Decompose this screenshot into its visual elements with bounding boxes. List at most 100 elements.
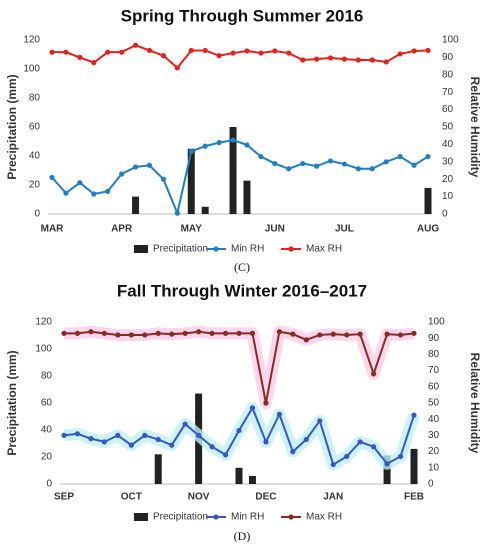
y2-tick-label: 0 <box>442 209 448 220</box>
marker <box>263 400 269 406</box>
bar <box>424 187 432 214</box>
y2-tick-label: 100 <box>428 317 445 328</box>
marker <box>397 153 403 160</box>
marker <box>258 50 264 56</box>
y2-tick-label: 0 <box>428 479 434 490</box>
marker <box>276 329 282 335</box>
y-tick-label: 40 <box>41 425 53 436</box>
legend-label: Min RH <box>231 244 264 255</box>
marker <box>101 330 107 336</box>
marker <box>105 49 111 55</box>
marker <box>327 55 334 61</box>
marker <box>397 332 404 338</box>
marker <box>88 329 94 335</box>
bar <box>201 206 209 214</box>
marker <box>142 332 148 338</box>
y-axis-title: Precipitation (mm) <box>5 350 19 455</box>
marker <box>216 140 222 146</box>
y-tick-label: 60 <box>41 398 53 409</box>
marker <box>330 461 336 468</box>
legend-swatch <box>134 245 148 253</box>
y2-tick-label: 10 <box>442 191 454 202</box>
marker <box>77 54 83 61</box>
legend-label: Min RH <box>231 512 264 523</box>
marker <box>384 461 390 467</box>
marker <box>202 47 208 54</box>
y2-axis-title: Relative Humidity <box>468 353 482 454</box>
marker <box>209 444 215 450</box>
y2-tick-label: 50 <box>428 398 440 409</box>
line-halo <box>64 325 415 409</box>
marker <box>244 48 250 54</box>
marker <box>369 57 375 63</box>
marker <box>313 56 320 62</box>
marker <box>91 60 97 66</box>
legend-swatch <box>134 513 148 521</box>
y-tick-label: 120 <box>35 317 52 328</box>
marker <box>115 332 121 338</box>
y-tick-label: 80 <box>29 93 41 104</box>
marker <box>357 331 363 337</box>
bar <box>410 448 418 484</box>
marker <box>196 432 202 438</box>
marker <box>383 159 389 165</box>
bar <box>132 196 140 214</box>
marker <box>272 160 278 167</box>
marker <box>115 432 121 438</box>
marker <box>313 163 320 169</box>
marker <box>317 332 323 338</box>
marker <box>174 210 180 216</box>
legend-label: Precipitation <box>153 244 208 255</box>
marker <box>202 143 208 149</box>
bar <box>243 180 251 214</box>
marker <box>357 439 363 445</box>
y-tick-label: 100 <box>35 344 52 355</box>
marker <box>344 453 350 460</box>
marker <box>63 49 69 55</box>
bar <box>187 148 195 214</box>
x-tick-label: OCT <box>121 492 142 503</box>
x-tick-label: DEC <box>255 492 276 503</box>
marker <box>160 176 167 182</box>
marker <box>244 142 250 148</box>
marker <box>146 162 153 168</box>
y-tick-label: 60 <box>29 122 41 133</box>
legend-label: Max RH <box>306 244 342 255</box>
marker <box>236 427 242 434</box>
legend-label: Max RH <box>306 512 342 523</box>
marker <box>128 442 134 448</box>
marker <box>276 411 282 417</box>
marker <box>411 330 417 336</box>
y2-tick-label: 80 <box>428 349 440 360</box>
marker <box>222 330 229 336</box>
marker <box>330 331 336 337</box>
marker <box>119 49 125 55</box>
marker <box>63 190 69 196</box>
y2-axis-title: Relative Humidity <box>468 77 482 178</box>
marker <box>263 439 269 445</box>
y2-tick-label: 30 <box>428 430 440 441</box>
marker <box>146 47 153 54</box>
legend-marker <box>213 246 219 252</box>
x-tick-label: JAN <box>323 492 343 503</box>
marker <box>249 330 256 336</box>
marker <box>61 432 67 438</box>
marker <box>344 332 350 338</box>
marker <box>49 174 55 181</box>
marker <box>160 53 167 59</box>
marker <box>290 331 296 337</box>
marker <box>132 42 139 48</box>
x-tick-label: MAR <box>41 224 65 235</box>
marker <box>222 452 229 458</box>
marker <box>74 431 81 437</box>
marker <box>101 439 107 445</box>
marker <box>300 57 306 63</box>
legend-label: Precipitation <box>153 512 208 523</box>
bar <box>248 475 256 484</box>
y2-tick-label: 100 <box>442 35 459 46</box>
y2-tick-label: 80 <box>442 69 454 80</box>
marker <box>411 412 417 418</box>
marker <box>411 162 417 168</box>
legend-marker <box>213 514 219 520</box>
